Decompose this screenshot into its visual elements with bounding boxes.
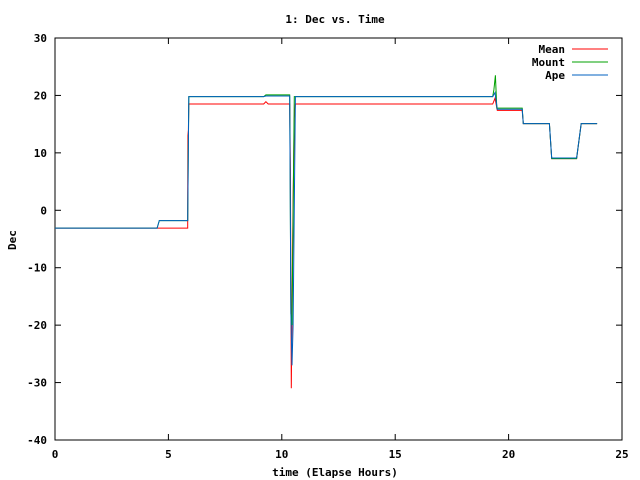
x-tick-label: 5 (165, 448, 172, 461)
x-tick-label: 0 (52, 448, 59, 461)
chart-title: 1: Dec vs. Time (285, 13, 385, 26)
x-tick-label: 15 (389, 448, 402, 461)
y-tick-label: -40 (27, 434, 47, 447)
y-tick-label: 10 (34, 147, 47, 160)
y-tick-label: -30 (27, 377, 47, 390)
x-axis-label: time (Elapse Hours) (272, 466, 398, 479)
x-tick-label: 10 (275, 448, 288, 461)
legend-label-mount: Mount (532, 56, 565, 69)
series-line-mean (55, 96, 598, 389)
series-line-ape (55, 91, 598, 366)
plot-area: 0 5 10 15 20 25 -40 -30 -20 -10 0 10 20 30 MeanMountAp… (27, 32, 629, 461)
legend-label-ape: Ape (545, 69, 565, 82)
y-tick-label: -20 (27, 319, 47, 332)
x-tick-label: 20 (502, 448, 515, 461)
y-tick-label: -10 (27, 262, 47, 275)
legend-label-mean: Mean (539, 43, 566, 56)
y-tick-label: 0 (40, 204, 47, 217)
x-tick-label: 25 (615, 448, 628, 461)
series-line-mount (55, 75, 598, 326)
y-tick-label: 20 (34, 89, 47, 102)
y-axis-label: Dec (6, 230, 19, 250)
y-tick-label: 30 (34, 32, 47, 45)
plot-frame (54, 37, 623, 441)
